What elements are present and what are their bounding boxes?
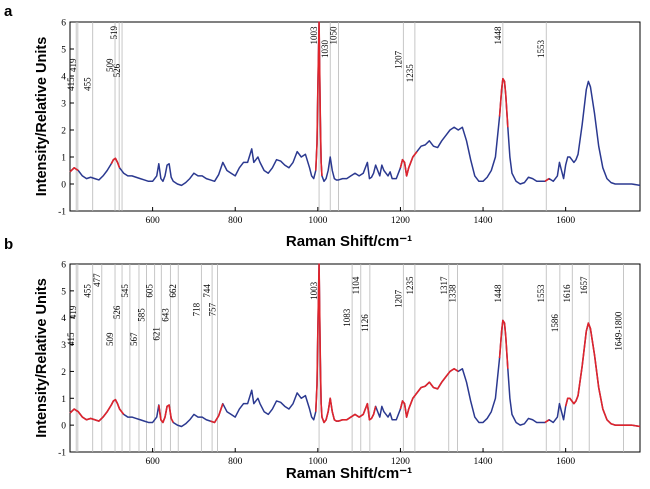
peak-label: 519 [109, 26, 119, 40]
peak-label: 605 [145, 284, 155, 298]
peak-label: 1050 [328, 26, 338, 45]
highlight-segment [314, 263, 377, 424]
y-tick-label: 2 [61, 368, 66, 378]
x-tick-label: 800 [228, 216, 243, 226]
peak-label: 455 [83, 284, 93, 298]
x-axis-title: Raman Shift/cm⁻¹ [286, 233, 412, 250]
peak-label: 509 [105, 58, 115, 72]
peak-label: 1030 [320, 40, 330, 59]
spectrum-line [69, 21, 641, 187]
peak-label: 1657 [579, 276, 589, 295]
peak-label: 1207 [393, 50, 403, 69]
x-tick-label: 1600 [556, 216, 575, 226]
peak-label: 415 [66, 77, 76, 91]
peak-label: 1003 [309, 281, 319, 300]
highlight-segment [158, 404, 174, 424]
peak-label: 1448 [493, 26, 503, 45]
y-tick-label: -1 [58, 208, 66, 218]
y-tick-label: 0 [61, 181, 66, 191]
highlight-segment [399, 367, 459, 418]
peak-label: 1317 [439, 276, 449, 295]
y-tick-label: 4 [61, 314, 66, 324]
peak-label: 662 [168, 284, 178, 298]
y-tick-label: 1 [61, 154, 66, 164]
y-tick-label: 5 [61, 46, 66, 56]
peak-label: 1553 [536, 40, 546, 59]
peak-label: 509 [105, 332, 115, 346]
peak-label: 1235 [405, 64, 415, 83]
peak-label: 1104 [351, 276, 361, 294]
peak-label: 526 [112, 305, 122, 319]
peak-label: 567 [129, 332, 139, 346]
x-tick-label: 1400 [474, 457, 493, 467]
peak-label: 1338 [447, 284, 457, 303]
peak-label: 1553 [536, 284, 546, 303]
y-tick-label: 3 [61, 100, 66, 110]
peak-label: 1126 [360, 314, 370, 332]
peak-label: 718 [191, 302, 201, 316]
highlight-segment [498, 319, 509, 369]
panel-letter: b [4, 236, 13, 253]
y-tick-label: 6 [61, 261, 66, 271]
y-tick-label: 1 [61, 395, 66, 405]
x-tick-label: 600 [145, 216, 160, 226]
highlight-segment [544, 419, 550, 424]
peak-label: 1235 [405, 276, 415, 295]
y-tick-label: -1 [58, 449, 66, 459]
highlight-segment [69, 398, 125, 422]
y-tick-label: 4 [61, 73, 66, 83]
peak-label: 526 [112, 63, 122, 77]
y-tick-label: 2 [61, 127, 66, 137]
x-axis-title: Raman Shift/cm⁻¹ [286, 465, 412, 482]
highlight-segment [399, 151, 418, 177]
peak-label: 455 [83, 77, 93, 91]
x-tick-label: 1600 [556, 457, 575, 467]
peak-label: 1649-1800 [613, 311, 623, 350]
x-tick-label: 1000 [308, 216, 327, 226]
highlight-segment [498, 77, 509, 128]
peak-label: 744 [202, 284, 212, 298]
peak-label: 643 [160, 308, 170, 322]
panel-b: b415419455477509526545567585605621643662… [4, 236, 641, 482]
y-tick-label: 0 [61, 422, 66, 432]
peak-label: 1003 [309, 26, 319, 45]
y-axis-title: Intensity/Relative Units [34, 278, 50, 438]
x-tick-label: 1200 [391, 216, 410, 226]
highlight-segment [314, 21, 323, 176]
peak-label: 415 [66, 332, 76, 346]
peak-label: 1616 [562, 284, 572, 303]
peak-label: 477 [92, 273, 102, 287]
highlight-segment [544, 177, 550, 182]
peak-label: 419 [68, 305, 78, 319]
highlight-segment [564, 322, 641, 428]
peak-label: 757 [207, 302, 217, 316]
peak-label: 621 [151, 327, 161, 341]
peak-label: 1448 [493, 284, 503, 303]
x-tick-label: 1400 [474, 216, 493, 226]
highlight-segment [69, 167, 79, 173]
y-axis-title: Intensity/Relative Units [34, 37, 50, 197]
peak-label: 585 [136, 308, 146, 322]
x-tick-label: 1000 [308, 457, 327, 467]
plot-frame [69, 263, 641, 453]
x-tick-label: 800 [228, 457, 243, 467]
panel-letter: a [4, 3, 13, 20]
plot-frame [69, 21, 641, 212]
y-tick-label: 5 [61, 287, 66, 297]
peak-label: 1586 [550, 314, 560, 333]
y-tick-label: 6 [61, 19, 66, 29]
x-tick-label: 600 [145, 457, 160, 467]
peak-label: 1083 [342, 308, 352, 327]
x-tick-label: 1200 [391, 457, 410, 467]
peak-label: 545 [120, 284, 130, 298]
y-tick-label: 3 [61, 341, 66, 351]
panel-a: a415419455509519526100310301050120712351… [4, 3, 641, 250]
highlight-segment [110, 157, 121, 169]
peak-label: 1207 [393, 289, 403, 308]
peak-label: 419 [68, 58, 78, 72]
highlight-segment [210, 403, 224, 424]
